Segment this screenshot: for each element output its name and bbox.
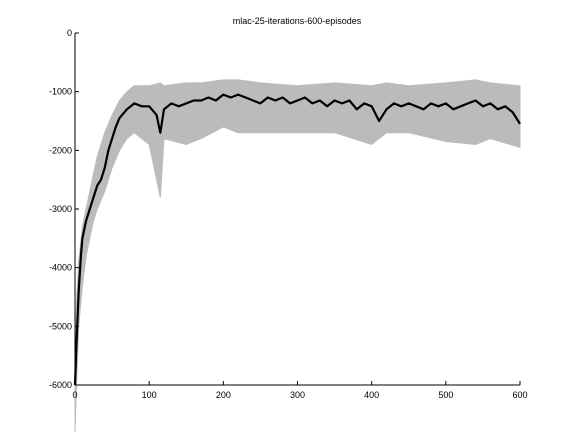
chart-title: mlac-25-iterations-600-episodes	[233, 16, 362, 26]
x-tick-label: 100	[142, 390, 157, 400]
y-tick-label: -6000	[49, 380, 72, 390]
x-tick-label: 600	[512, 390, 527, 400]
x-tick-label: 500	[438, 390, 453, 400]
series-layer	[73, 79, 521, 432]
y-tick-label: -1000	[49, 87, 72, 97]
y-axis-ticks: 0 -1000 -2000 -3000 -4000 -5000 -6000	[49, 28, 79, 390]
x-tick-label: 200	[216, 390, 231, 400]
x-tick-label: 0	[72, 390, 77, 400]
y-tick-label: -3000	[49, 204, 72, 214]
plot-area	[73, 79, 521, 432]
y-tick-label: 0	[67, 28, 72, 38]
y-tick-label: -4000	[49, 263, 72, 273]
series-line-1	[73, 93, 521, 386]
series-band-0	[74, 79, 521, 432]
x-tick-label: 300	[290, 390, 305, 400]
x-axis-ticks: 0 100 200 300 400 500 600	[72, 381, 528, 400]
y-tick-label: -2000	[49, 145, 72, 155]
x-tick-label: 400	[364, 390, 379, 400]
y-tick-label: -5000	[49, 321, 72, 331]
